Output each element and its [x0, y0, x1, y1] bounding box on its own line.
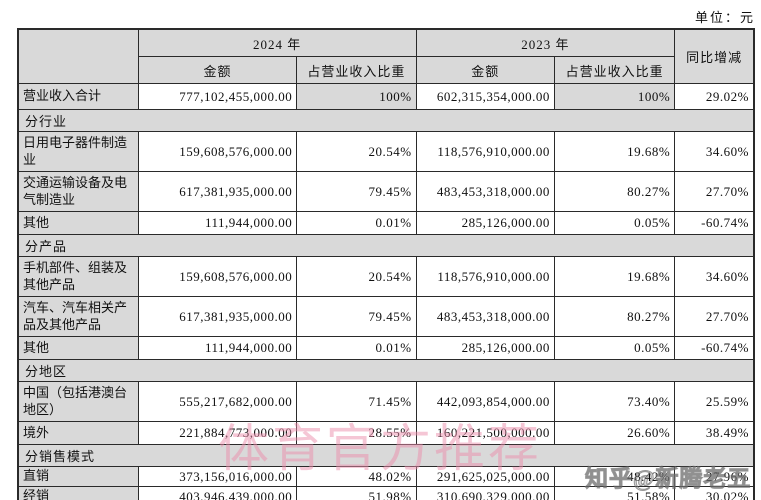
- amount-2023: 483,453,318,000.00: [415, 171, 555, 212]
- yoy-value: 27.96%: [674, 466, 755, 487]
- table-row: 汽车、汽车相关产品及其他产品 617,381,935,000.00 79.45% 48…: [17, 296, 755, 337]
- ratio-2023: 48.42%: [553, 466, 676, 487]
- section-band-label: 分地区: [17, 359, 755, 382]
- col-amount-2023: 金额: [415, 56, 555, 84]
- col-group-2024: 2024 年: [137, 28, 417, 57]
- ratio-2023: 0.05%: [553, 336, 676, 360]
- unit-label: 单位：元: [694, 10, 755, 25]
- row-label: 其他: [17, 336, 139, 360]
- row-label: 中国（包括港澳台地区）: [17, 381, 139, 422]
- revenue-table: 2024 年 2023 年 同比增减 金额 占营业收入比重 金额 占营业收入比重…: [17, 28, 755, 500]
- section-band-row: 分产品: [17, 234, 755, 257]
- amount-2023: 160,221,500,000.00: [415, 421, 555, 445]
- table-row: 手机部件、组装及其他产品 159,608,576,000.00 20.54% 118,…: [17, 256, 755, 297]
- section-band-label: 分产品: [17, 234, 755, 257]
- table-row: 其他 111,944,000.00 0.01% 285,126,000.00 0.05%…: [17, 211, 755, 235]
- row-label: 汽车、汽车相关产品及其他产品: [17, 296, 139, 337]
- header-row-measures: 金额 占营业收入比重 金额 占营业收入比重: [18, 56, 754, 84]
- ratio-2023: 100%: [553, 83, 676, 110]
- ratio-2023: 19.68%: [553, 256, 676, 297]
- table-row: 日用电子器件制造业 159,608,576,000.00 20.54% 118,576…: [17, 131, 755, 172]
- amount-2023: 118,576,910,000.00: [415, 131, 555, 172]
- ratio-2024: 0.01%: [296, 211, 417, 235]
- row-label: 其他: [17, 211, 139, 235]
- header-row-years: 2024 年 2023 年 同比增减: [17, 28, 755, 84]
- row-label: 直销: [17, 466, 139, 487]
- ratio-2024: 51.98%: [296, 486, 417, 500]
- amount-2024: 777,102,455,000.00: [137, 83, 298, 110]
- table-row: 境外 221,884,773,000.00 28.55% 160,221,500,00…: [17, 421, 755, 445]
- yoy-value: -60.74%: [674, 336, 755, 360]
- table-row: 交通运输设备及电气制造业 617,381,935,000.00 79.45% 483,…: [17, 171, 755, 212]
- yoy-value: 25.59%: [674, 381, 755, 422]
- yoy-value: 30.02%: [674, 486, 755, 500]
- table-row: 其他 111,944,000.00 0.01% 285,126,000.00 0.05%…: [17, 336, 755, 360]
- yoy-value: 27.70%: [674, 171, 755, 212]
- amount-2024: 111,944,000.00: [137, 336, 298, 360]
- table-row: 中国（包括港澳台地区） 555,217,682,000.00 71.45% 442,0…: [17, 381, 755, 422]
- amount-2023: 285,126,000.00: [415, 336, 555, 360]
- row-label: 经销: [17, 486, 139, 500]
- ratio-2023: 73.40%: [553, 381, 676, 422]
- amount-2024: 617,381,935,000.00: [137, 171, 298, 212]
- section-band-row: 分行业: [17, 109, 755, 132]
- amount-2024: 617,381,935,000.00: [137, 296, 298, 337]
- ratio-2023: 80.27%: [553, 171, 676, 212]
- row-label: 日用电子器件制造业: [17, 131, 139, 172]
- corner-cell: [17, 28, 139, 84]
- col-ratio-2023: 占营业收入比重: [553, 56, 676, 84]
- ratio-2023: 80.27%: [553, 296, 676, 337]
- table-row: 经销 403,946,439,000.00 51.98% 310,690,329,00…: [17, 486, 755, 500]
- row-label: 营业收入合计: [17, 83, 139, 110]
- ratio-2023: 19.68%: [553, 131, 676, 172]
- amount-2023: 291,625,025,000.00: [415, 466, 555, 487]
- col-ratio-2024: 占营业收入比重: [296, 56, 417, 84]
- amount-2023: 118,576,910,000.00: [415, 256, 555, 297]
- table-row: 营业收入合计 777,102,455,000.00 100% 602,315,354,…: [17, 83, 755, 110]
- row-label: 境外: [17, 421, 139, 445]
- amount-2024: 111,944,000.00: [137, 211, 298, 235]
- yoy-value: 29.02%: [674, 83, 755, 110]
- col-yoy: 同比增减: [674, 28, 755, 84]
- ratio-2024: 48.02%: [296, 466, 417, 487]
- ratio-2023: 51.58%: [553, 486, 676, 500]
- row-label: 手机部件、组装及其他产品: [17, 256, 139, 297]
- amount-2023: 285,126,000.00: [415, 211, 555, 235]
- col-group-2023: 2023 年: [415, 28, 676, 57]
- yoy-value: -60.74%: [674, 211, 755, 235]
- section-band-row: 分地区: [17, 359, 755, 382]
- table-row: 直销 373,156,016,000.00 48.02% 291,625,025,00…: [17, 466, 755, 487]
- amount-2024: 403,946,439,000.00: [137, 486, 298, 500]
- row-label: 交通运输设备及电气制造业: [17, 171, 139, 212]
- ratio-2024: 20.54%: [296, 131, 417, 172]
- yoy-value: 34.60%: [674, 131, 755, 172]
- section-band-label: 分销售模式: [17, 444, 755, 467]
- amount-2024: 159,608,576,000.00: [137, 131, 298, 172]
- ratio-2024: 20.54%: [296, 256, 417, 297]
- col-amount-2024: 金额: [137, 56, 298, 84]
- ratio-2023: 26.60%: [553, 421, 676, 445]
- ratio-2024: 71.45%: [296, 381, 417, 422]
- yoy-value: 27.70%: [674, 296, 755, 337]
- ratio-2024: 0.01%: [296, 336, 417, 360]
- amount-2023: 442,093,854,000.00: [415, 381, 555, 422]
- amount-2023: 602,315,354,000.00: [415, 83, 555, 110]
- amount-2024: 555,217,682,000.00: [137, 381, 298, 422]
- amount-2024: 221,884,773,000.00: [137, 421, 298, 445]
- yoy-value: 38.49%: [674, 421, 755, 445]
- ratio-2024: 79.45%: [296, 171, 417, 212]
- ratio-2023: 0.05%: [553, 211, 676, 235]
- ratio-2024: 79.45%: [296, 296, 417, 337]
- section-band-row: 分销售模式: [17, 444, 755, 467]
- yoy-value: 34.60%: [674, 256, 755, 297]
- ratio-2024: 100%: [296, 83, 417, 110]
- amount-2024: 159,608,576,000.00: [137, 256, 298, 297]
- amount-2023: 483,453,318,000.00: [415, 296, 555, 337]
- amount-2023: 310,690,329,000.00: [415, 486, 555, 500]
- ratio-2024: 28.55%: [296, 421, 417, 445]
- section-band-label: 分行业: [17, 109, 755, 132]
- amount-2024: 373,156,016,000.00: [137, 466, 298, 487]
